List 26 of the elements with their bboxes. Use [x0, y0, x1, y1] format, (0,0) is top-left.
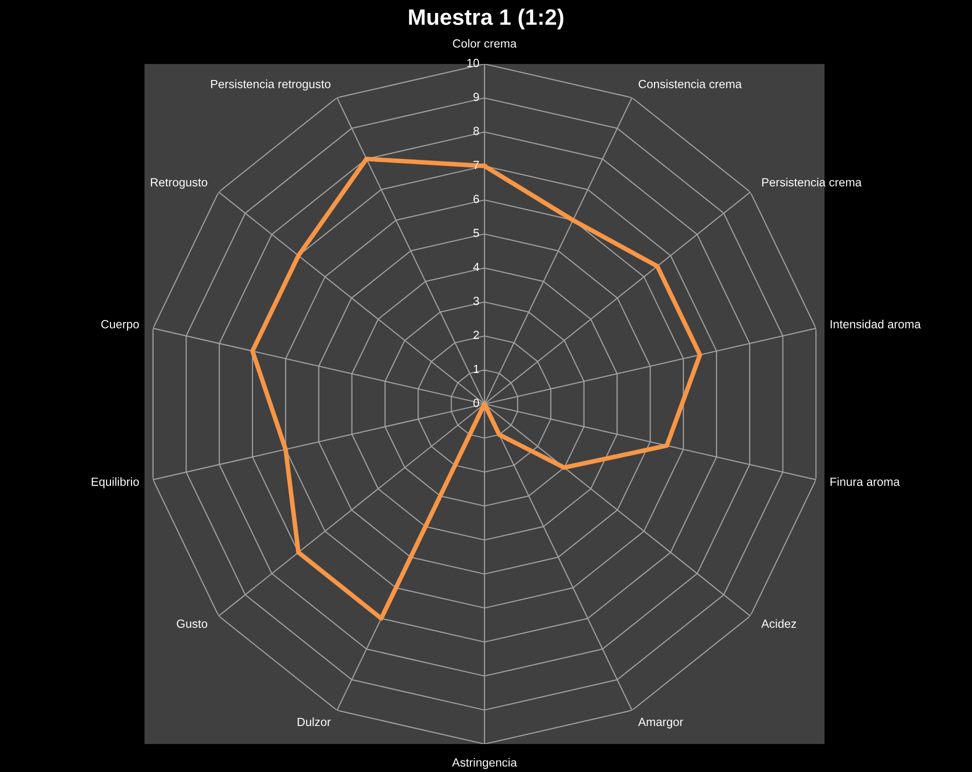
y-tick-label: 6: [474, 194, 479, 204]
y-tick-label: 10: [467, 58, 480, 68]
spoke-label: Gusto: [176, 620, 208, 628]
spoke-label: Dulzor: [298, 717, 331, 726]
spoke-label: Astringencia: [452, 758, 517, 770]
y-tick-label: 7: [474, 160, 479, 170]
spoke-label: Color crema: [452, 38, 517, 48]
y-tick-label: 2: [474, 330, 479, 340]
y-tick-label: 9: [473, 92, 479, 102]
y-tick-label: 3: [473, 296, 479, 306]
spoke-label: Acidez: [761, 619, 796, 628]
y-tick-label: 8: [473, 126, 479, 136]
spoke-label: Amargor: [638, 718, 684, 728]
y-tick-label: 5: [473, 228, 480, 238]
spoke-label: Cuerpo: [101, 320, 139, 331]
y-tick-label: 0: [473, 398, 480, 408]
spoke-label: Finura aroma: [830, 477, 900, 486]
y-tick-label: 4: [473, 262, 480, 272]
chart-title: Muestra 1 (1:2): [409, 8, 564, 30]
spoke-label: Consistencia crema: [638, 80, 742, 88]
spoke-label: Persistencia retrogusto: [211, 80, 330, 91]
spoke-label: Retrogusto: [150, 178, 208, 189]
spoke-label: Persistencia crema: [762, 178, 862, 186]
spoke-label: Equilibrio: [92, 477, 139, 488]
y-tick-label: 1: [474, 364, 479, 374]
spoke-label: Intensidad aroma: [830, 320, 921, 328]
